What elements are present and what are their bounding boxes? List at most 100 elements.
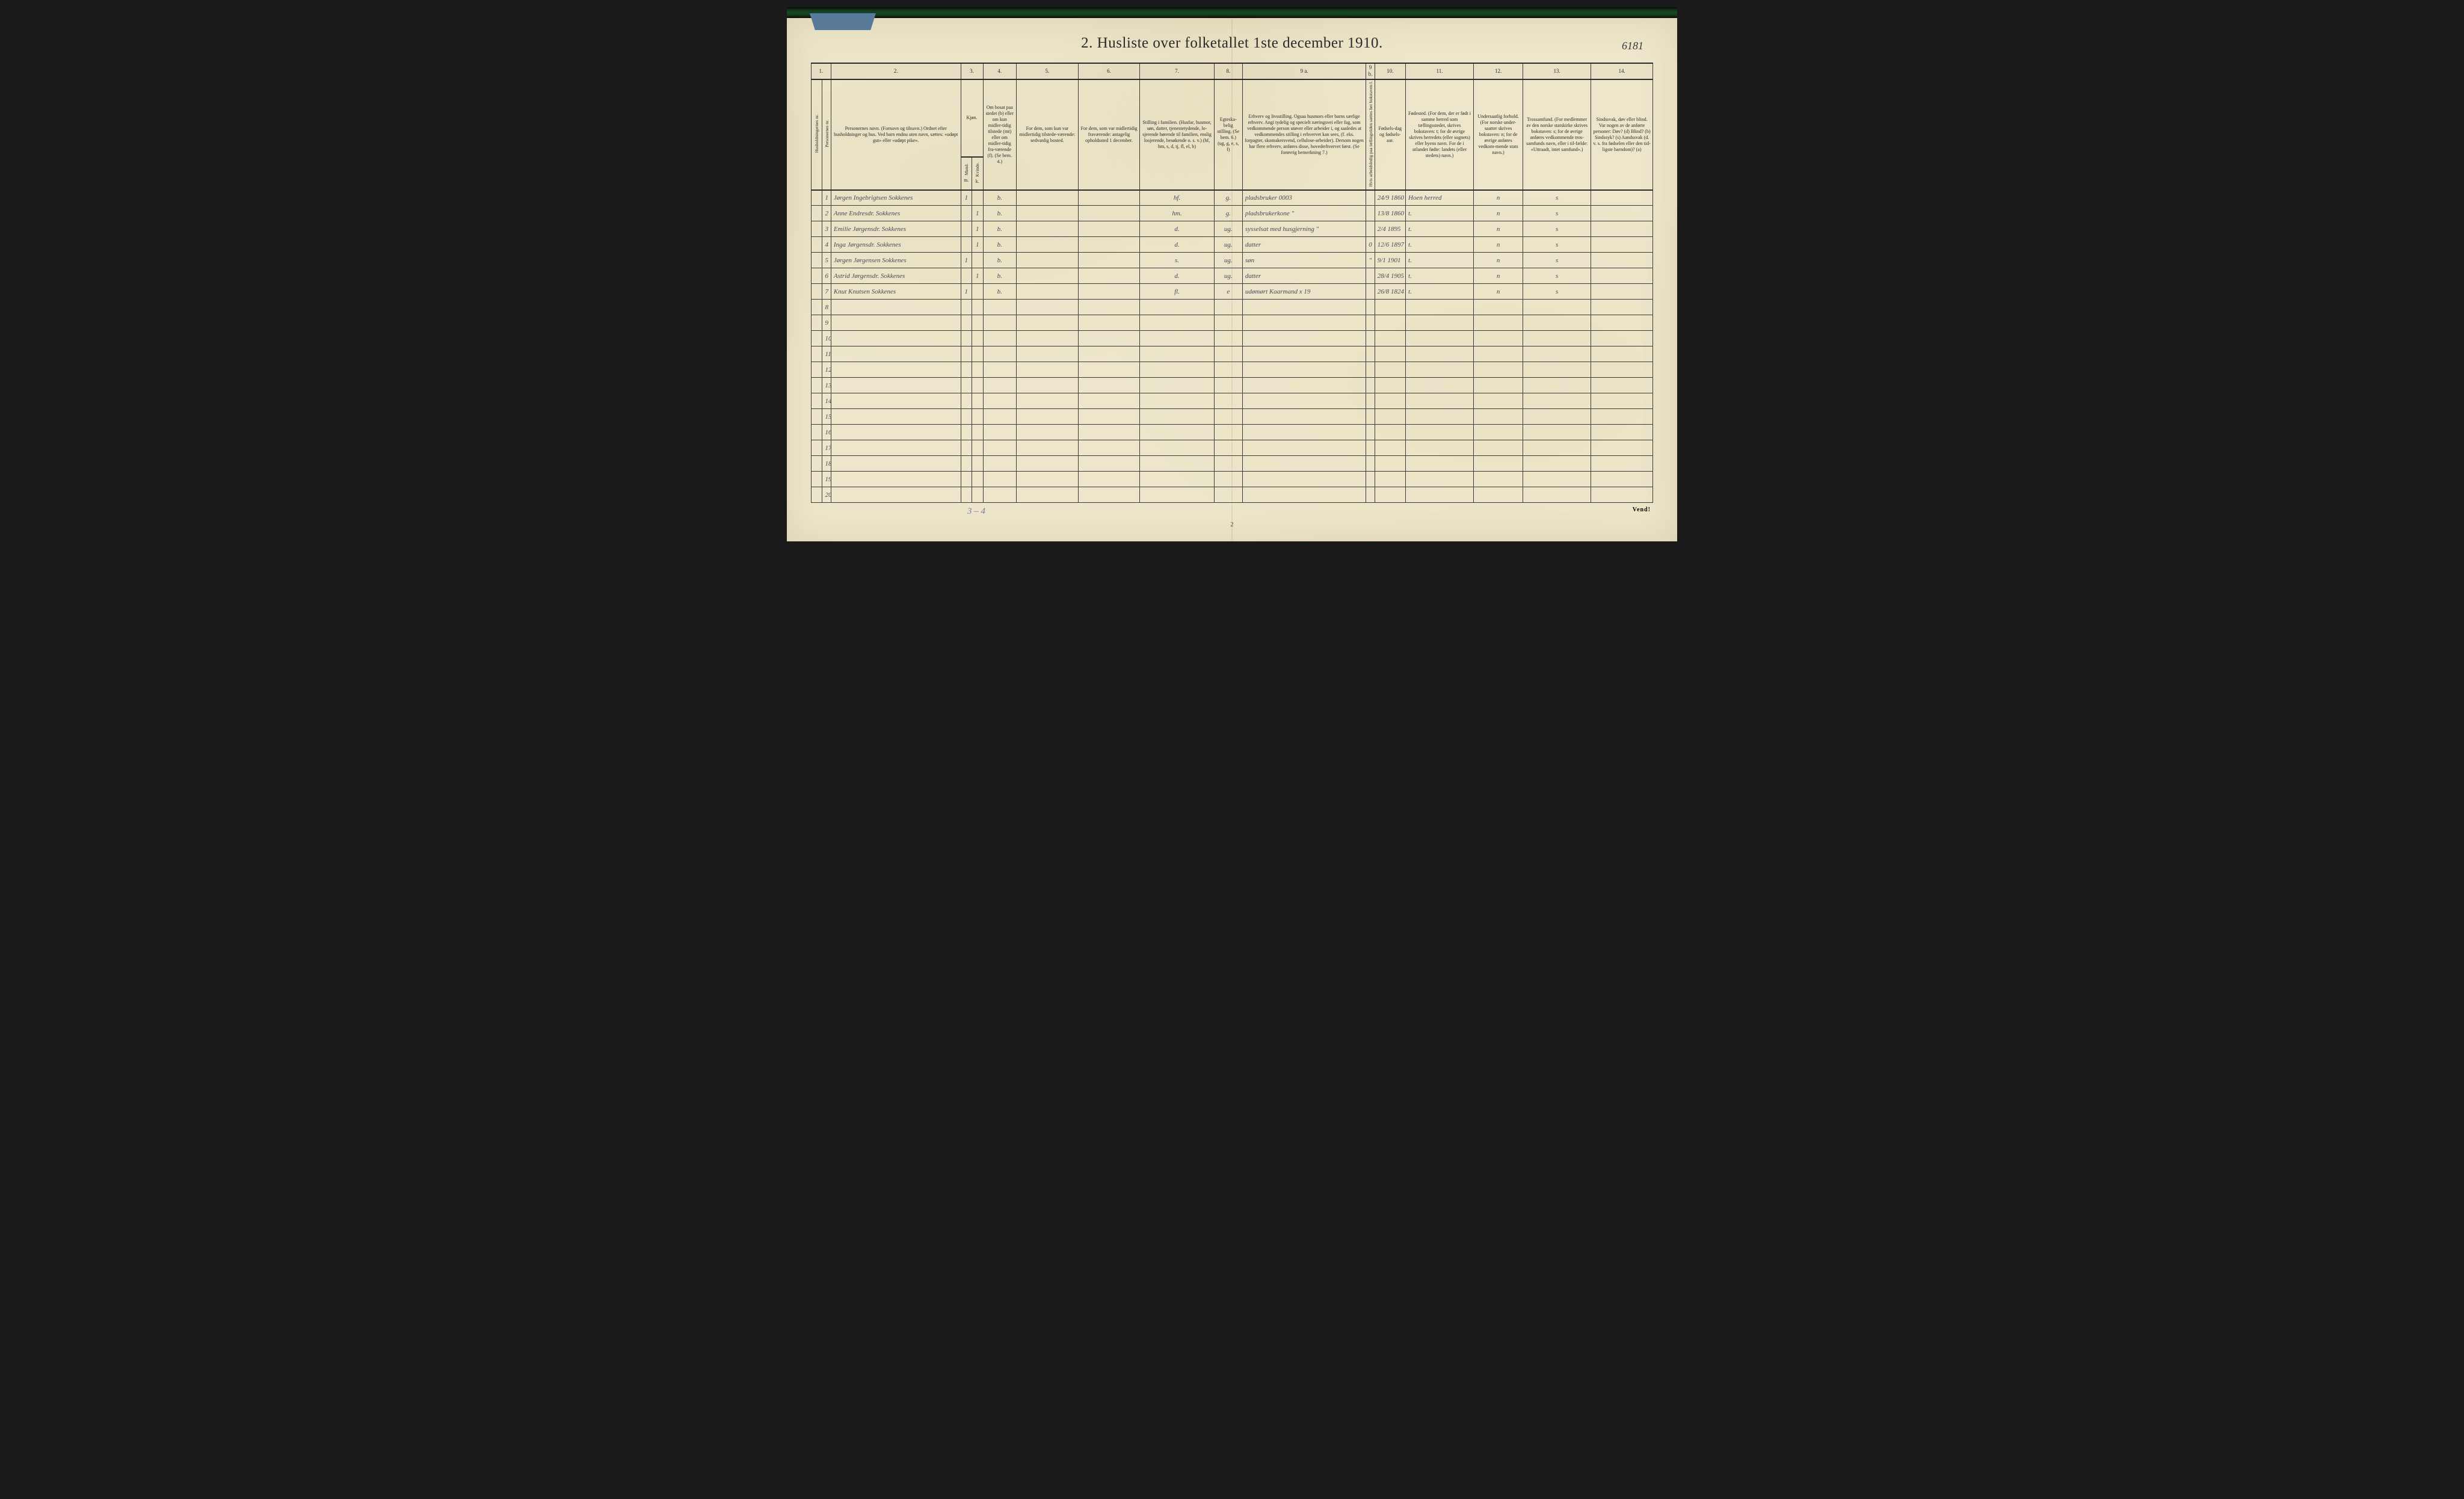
cell — [972, 393, 983, 409]
cell: t. — [1406, 206, 1474, 221]
cell — [1406, 315, 1474, 331]
coln-11: 11. — [1406, 63, 1474, 79]
cell: n — [1474, 284, 1523, 300]
pencil-annotation: 3 – 4 — [967, 506, 985, 517]
cell: 18 — [822, 456, 831, 472]
cell — [1214, 300, 1242, 315]
cell — [1375, 409, 1405, 425]
cell: 7 — [822, 284, 831, 300]
cell — [1140, 456, 1214, 472]
cell — [1078, 206, 1140, 221]
cell — [972, 190, 983, 206]
cell — [1078, 456, 1140, 472]
cell — [1591, 425, 1653, 440]
cell — [1016, 206, 1078, 221]
table-row: 18 — [812, 456, 1653, 472]
cell — [1140, 425, 1214, 440]
cell — [961, 362, 972, 378]
cell — [1242, 425, 1366, 440]
cell — [812, 300, 822, 315]
coln-4: 4. — [983, 63, 1016, 79]
cell — [1242, 456, 1366, 472]
cell — [972, 378, 983, 393]
cell: Jørgen Ingebrigtsen Sokkenes — [831, 190, 961, 206]
cell — [1214, 331, 1242, 346]
cell — [831, 472, 961, 487]
cell — [1474, 315, 1523, 331]
cell — [1140, 393, 1214, 409]
cell — [1016, 190, 1078, 206]
cell — [1406, 331, 1474, 346]
hdr-kjon: Kjøn. — [961, 79, 983, 157]
cell — [1214, 393, 1242, 409]
cell — [1140, 346, 1214, 362]
cell — [1523, 487, 1591, 503]
cell — [1016, 393, 1078, 409]
cell — [812, 190, 822, 206]
cell: 12/6 1897 — [1375, 237, 1405, 253]
cell: n — [1474, 268, 1523, 284]
corner-page-number: 6181 — [1622, 40, 1643, 52]
header-main-row: Husholdningernes nr. Personernes nr. Per… — [812, 79, 1653, 157]
coln-7: 7. — [1140, 63, 1214, 79]
cell — [983, 362, 1016, 378]
hdr-undersaat: Undersaatlig forhold. (For norske under-… — [1474, 79, 1523, 190]
cell — [1078, 331, 1140, 346]
cell — [1406, 393, 1474, 409]
cell — [1214, 362, 1242, 378]
cell: ug. — [1214, 253, 1242, 268]
cell — [1474, 472, 1523, 487]
cell: 1 — [972, 206, 983, 221]
cell: ug. — [1214, 268, 1242, 284]
cell — [1242, 331, 1366, 346]
cell: n — [1474, 206, 1523, 221]
cell: s — [1523, 268, 1591, 284]
table-row: 14 — [812, 393, 1653, 409]
cell: b. — [983, 206, 1016, 221]
hdr-egteska: Egteska-belig stilling. (Se bem. 6.) (ug… — [1214, 79, 1242, 190]
cell — [1016, 472, 1078, 487]
cell — [1214, 425, 1242, 440]
cell — [983, 300, 1016, 315]
cell: n — [1474, 190, 1523, 206]
cell — [812, 456, 822, 472]
cell — [1523, 472, 1591, 487]
cell — [1078, 487, 1140, 503]
cell: hf. — [1140, 190, 1214, 206]
cell — [983, 472, 1016, 487]
cell — [1078, 268, 1140, 284]
cell — [1078, 425, 1140, 440]
cell: s — [1523, 206, 1591, 221]
cell — [812, 331, 822, 346]
cell — [1375, 440, 1405, 456]
cell: s — [1523, 284, 1591, 300]
coln-9b: 9 b. — [1366, 63, 1375, 79]
table-row: 4Inga Jørgensdr. Sokkenes1b.d.ug.datter0… — [812, 237, 1653, 253]
cell: 4 — [822, 237, 831, 253]
hdr-fravar: For dem, som var midlertidig fraværende:… — [1078, 79, 1140, 190]
cell — [1016, 237, 1078, 253]
cell: 9/1 1901 — [1375, 253, 1405, 268]
coln-14: 14. — [1591, 63, 1653, 79]
cell — [961, 456, 972, 472]
cell: 13/8 1860 — [1375, 206, 1405, 221]
cell: 1 — [972, 237, 983, 253]
table-row: 3Emilie Jørgensdr. Sokkenes1b.d.ug.sysse… — [812, 221, 1653, 237]
cell: b. — [983, 237, 1016, 253]
cell — [831, 425, 961, 440]
cell: s — [1523, 190, 1591, 206]
cell: 1 — [961, 253, 972, 268]
cell — [1016, 315, 1078, 331]
hdr-fodested: Fødested. (For dem, der er født i samme … — [1406, 79, 1474, 190]
cell — [961, 425, 972, 440]
cell — [1591, 346, 1653, 362]
cell — [1375, 456, 1405, 472]
cell: 6 — [822, 268, 831, 284]
cell: 1 — [972, 268, 983, 284]
cell — [812, 237, 822, 253]
hdr-sindssvak: Sindssvak, døv eller blind. Var nogen av… — [1591, 79, 1653, 190]
cell: fl. — [1140, 284, 1214, 300]
coln-2: 2. — [831, 63, 961, 79]
table-row: 13 — [812, 378, 1653, 393]
cell: s — [1523, 221, 1591, 237]
